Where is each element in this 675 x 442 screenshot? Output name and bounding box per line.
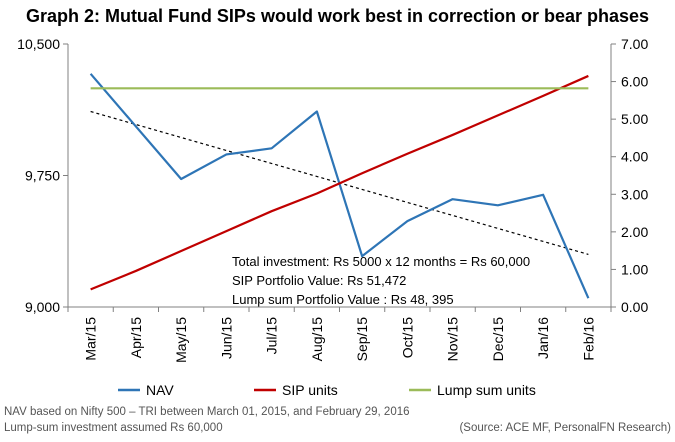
annotation-text: SIP Portfolio Value: Rs 51,472 bbox=[232, 273, 406, 288]
y-right-tick-label: 6.00 bbox=[621, 74, 648, 90]
legend-label-sip-units: SIP units bbox=[282, 382, 338, 398]
x-tick-label: Aug/15 bbox=[309, 317, 325, 362]
y-right-tick-label: 7.00 bbox=[621, 36, 648, 52]
series-line-sip-units bbox=[90, 74, 589, 291]
x-tick-label: Oct/15 bbox=[399, 317, 415, 358]
x-tick-label: Apr/15 bbox=[128, 317, 144, 358]
x-tick-label: Feb/16 bbox=[580, 317, 596, 361]
legend-label-lump-sum-units: Lump sum units bbox=[437, 382, 536, 398]
footer-note-lumpsum: Lump-sum investment assumed Rs 60,000 bbox=[4, 422, 223, 434]
x-tick-label: Dec/15 bbox=[490, 317, 506, 362]
x-tick-label: Jan/16 bbox=[535, 317, 551, 359]
x-tick-label: May/15 bbox=[173, 317, 189, 363]
x-tick-label: Nov/15 bbox=[445, 317, 461, 362]
x-tick-label: Jun/15 bbox=[218, 317, 234, 359]
x-tick-label: Sep/15 bbox=[354, 317, 370, 362]
y-left-tick-label: 10,500 bbox=[17, 36, 60, 52]
annotation-text: Lump sum Portfolio Value : Rs 48, 395 bbox=[232, 292, 454, 307]
chart-title: Graph 2: Mutual Fund SIPs would work bes… bbox=[25, 6, 650, 26]
y-right-tick-label: 2.00 bbox=[621, 224, 648, 240]
y-right-tick-label: 4.00 bbox=[621, 149, 648, 165]
footer-source: (Source: ACE MF, PersonalFN Research) bbox=[459, 422, 671, 434]
x-tick-label: Jul/15 bbox=[264, 317, 280, 355]
footer-note-nav: NAV based on Nifty 500 – TRI between Mar… bbox=[4, 406, 410, 418]
y-left-tick-label: 9,750 bbox=[25, 168, 60, 184]
annotation-text: Total investment: Rs 5000 x 12 months = … bbox=[232, 254, 530, 269]
legend-label-nav: NAV bbox=[146, 382, 174, 398]
x-tick-label: Mar/15 bbox=[83, 317, 99, 361]
y-right-tick-label: 1.00 bbox=[621, 261, 648, 277]
y-right-tick-label: 3.00 bbox=[621, 186, 648, 202]
y-right-tick-label: 5.00 bbox=[621, 111, 648, 127]
y-right-tick-label: 0.00 bbox=[621, 299, 648, 315]
y-left-tick-label: 9,000 bbox=[25, 299, 60, 315]
